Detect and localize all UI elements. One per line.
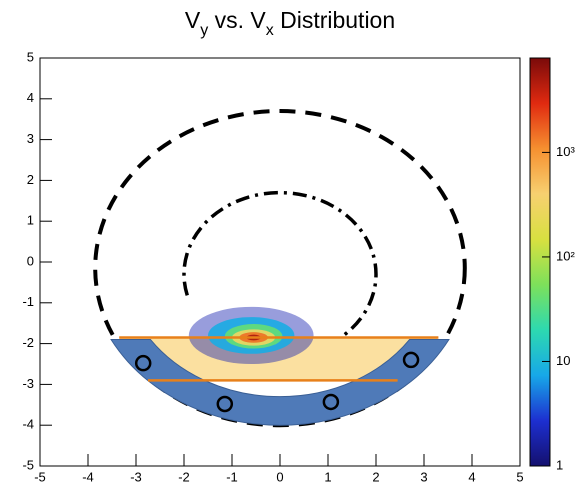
marker [322, 393, 340, 411]
x-tick-label: 5 [516, 469, 523, 484]
x-tick-label: -4 [82, 469, 94, 484]
x-tick-label: 4 [468, 469, 475, 484]
dashdot-arc [182, 190, 378, 343]
x-tick-label: 3 [420, 469, 427, 484]
x-tick-label: -2 [178, 469, 190, 484]
x-tick-label: -3 [130, 469, 142, 484]
x-tick-label: -1 [226, 469, 238, 484]
marker [134, 354, 152, 372]
title-part: V [185, 7, 201, 33]
y-tick-label: -4 [22, 417, 34, 432]
y-tick-label: -2 [22, 335, 34, 350]
title-part: x [266, 22, 274, 39]
y-tick-label: 2 [27, 172, 34, 187]
marker [216, 395, 234, 413]
y-tick-label: -3 [22, 376, 34, 391]
region-fill [119, 337, 439, 381]
x-tick-label: 0 [276, 469, 283, 484]
chart-title: Vy vs. Vx Distribution [185, 7, 395, 39]
marker [402, 351, 420, 369]
x-tick-label: -5 [34, 469, 46, 484]
plot-area [93, 109, 467, 428]
colorbar-tick-label: 10 [556, 353, 570, 368]
colorbar-tick-label: 1 [556, 457, 563, 472]
y-tick-label: 4 [27, 90, 34, 105]
y-tick-label: 3 [27, 131, 34, 146]
x-tick-label: 1 [324, 469, 331, 484]
y-tick-label: 5 [27, 49, 34, 64]
title-part: y [200, 22, 208, 39]
y-tick-label: -1 [22, 294, 34, 309]
colorbar-tick-label: 10² [556, 248, 575, 263]
colorbar-tick-label: 10³ [556, 144, 575, 159]
title-part: vs. V [208, 7, 266, 33]
band [110, 339, 450, 426]
y-tick-label: 0 [27, 253, 34, 268]
x-tick-label: 2 [372, 469, 379, 484]
title-part: Distribution [274, 7, 395, 33]
colorbar [529, 57, 551, 467]
y-tick-label: 1 [27, 213, 34, 228]
y-tick-label: -5 [22, 457, 34, 472]
